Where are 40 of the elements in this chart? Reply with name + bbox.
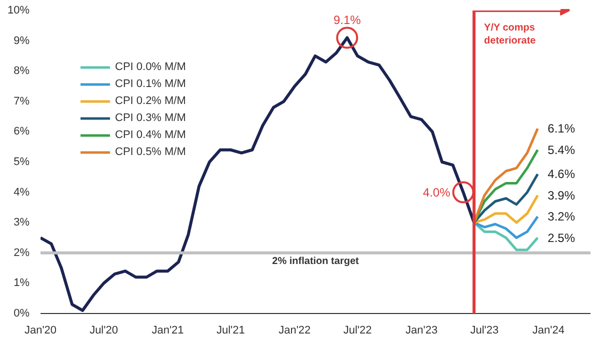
y-tick-label: 8% — [14, 65, 30, 78]
y-tick-label: 3% — [14, 216, 30, 229]
ref-line-label: Y/Y comps deteriorate — [484, 22, 536, 47]
annotation: 4.0% — [422, 185, 451, 200]
y-tick-label: 5% — [14, 156, 30, 168]
data-label: 4.6% — [548, 167, 576, 182]
x-tick-label: Jul'22 — [343, 324, 372, 336]
y-tick-label: 7% — [14, 95, 30, 108]
line-series — [472, 127, 539, 224]
x-tick-label: Jan'22 — [278, 324, 311, 336]
line-series — [472, 172, 539, 224]
legend-label: CPI 0.0% M/M — [115, 61, 186, 73]
y-tick-label: 1% — [14, 277, 30, 290]
line-series — [472, 194, 539, 224]
data-label: 3.9% — [548, 188, 576, 202]
legend-label: CPI 0.3% M/M — [115, 112, 186, 124]
data-label: 2.5% — [548, 230, 576, 245]
y-tick-label: 4% — [14, 186, 30, 198]
x-tick-label: Jul'20 — [90, 324, 118, 336]
data-label: 3.2% — [548, 210, 576, 224]
y-tick-label: 10% — [7, 4, 30, 16]
y-tick-label: 6% — [14, 126, 30, 138]
x-tick-label: Jul'21 — [216, 324, 245, 336]
legend-label: CPI 0.2% M/M — [115, 95, 186, 107]
data-label: 6.1% — [548, 122, 576, 136]
x-tick-label: Jan'20 — [24, 324, 57, 336]
y-tick-label: 0% — [14, 308, 30, 320]
annotation: 9.1% — [333, 12, 362, 27]
data-label: 5.4% — [548, 142, 576, 157]
line-series — [472, 215, 539, 239]
y-tick-label: 2% — [14, 246, 30, 259]
ref-line-label: 2% inflation target — [272, 256, 360, 267]
x-tick-label: Jan'24 — [532, 324, 564, 336]
x-tick-label: Jul'23 — [470, 324, 499, 336]
legend-label: CPI 0.5% M/M — [115, 146, 186, 158]
x-tick-label: Jan'21 — [152, 324, 184, 336]
legend-label: CPI 0.4% M/M — [115, 129, 186, 141]
x-tick-label: Jan'23 — [406, 324, 438, 336]
legend-label: CPI 0.1% M/M — [115, 78, 186, 90]
y-tick-label: 9% — [14, 34, 30, 47]
